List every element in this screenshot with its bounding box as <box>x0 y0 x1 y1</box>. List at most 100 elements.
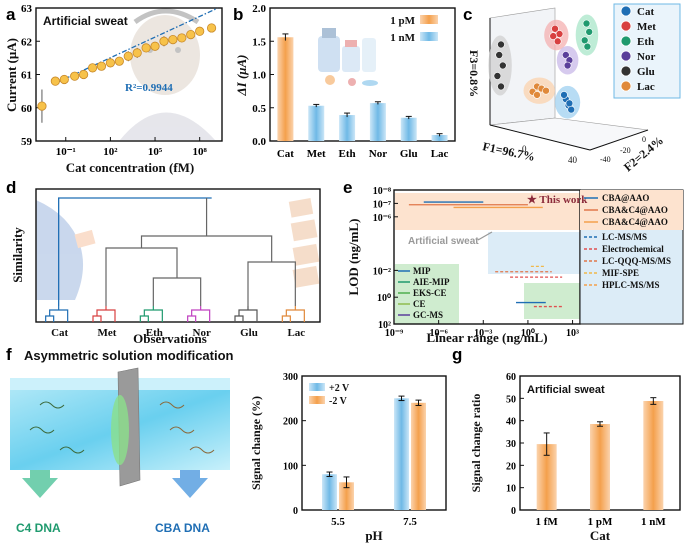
pca-point-nor <box>561 51 570 59</box>
panel-a-title: Artificial sweat <box>43 14 128 28</box>
panel-a-data-point <box>123 51 133 61</box>
panel-e-left-legend-box <box>395 264 459 324</box>
panel-d-ylabel: Similarity <box>10 227 25 283</box>
pca-point-eth <box>580 36 589 45</box>
panel-d-xtick-label: Cat <box>51 327 68 339</box>
patch-stack-illustration <box>288 198 320 288</box>
pca-point-cat <box>567 105 576 114</box>
panel-e-legend-left-label: MIP <box>413 266 431 276</box>
panel-c-xlabel: F1=96.7% <box>481 139 536 164</box>
pca-point-glu <box>497 40 505 49</box>
panel-a-data-point <box>206 23 217 33</box>
c4-dna-label: C4 DNA <box>16 521 61 535</box>
panel-f-chart: Asymmetric solution modification C4 DNA … <box>10 348 447 543</box>
dendro-branch-cat <box>58 197 212 306</box>
panel-c-xtick-0: 0 <box>522 144 527 154</box>
panel-g-ytick-label: 30 <box>506 439 516 450</box>
panel-g-xtick-label: 1 fM <box>536 516 559 528</box>
panel-label-d: d <box>6 178 16 197</box>
pca-point-glu <box>493 72 502 80</box>
artificial-sweat-arrow <box>477 231 493 241</box>
panel-a-xtick-label: 10⁸ <box>193 146 208 158</box>
panel-label-c: c <box>463 5 472 24</box>
panel-e-legend-left-label: EKS-CE <box>413 288 447 298</box>
panel-c-ztick-0: 0 <box>642 135 646 144</box>
panel-a-chart: 59 60 61 62 63 10⁻¹ 10² 10⁵ 10⁸ Artificial sweat… <box>4 3 223 175</box>
panel-a-fit-line <box>55 7 218 84</box>
panel-e-ytick-label: 10⁻⁸ <box>373 186 391 197</box>
panel-c-ylabel: F3=0.8% <box>467 50 481 97</box>
panel-g-ytick-label: 20 <box>506 461 516 472</box>
panel-e-ytick-label: 10⁰ <box>377 293 391 304</box>
panel-b-ytick-label: 1.5 <box>252 36 266 48</box>
panel-f-bar <box>322 474 337 510</box>
panel-f-ytick-label: 100 <box>283 461 298 472</box>
panel-a-data-point <box>132 48 142 58</box>
dendro-leaf-eth <box>139 306 163 322</box>
panel-a-ylabel: Current (μA) <box>4 38 19 112</box>
pca-cluster-ellipse-eth <box>575 14 599 56</box>
panel-b-ytick-label: 1.0 <box>252 70 266 82</box>
panel-a-ytick-label: 62 <box>21 36 33 48</box>
panel-g-ytick-label: 10 <box>506 484 516 495</box>
panel-a-data-point <box>150 41 160 51</box>
panel-g-ytick-label: 0 <box>511 506 516 517</box>
panel-g-bar <box>590 424 610 510</box>
panel-g-title: Artificial sweat <box>527 384 605 396</box>
panel-a-data-point <box>186 29 196 40</box>
panel-e-xtick-label: 10⁻³ <box>474 328 492 339</box>
panel-f-xtick-label: 5.5 <box>331 516 345 528</box>
panel-e-legend-right-label: Electrochemical <box>602 244 664 254</box>
panel-e-xtick-label: 10⁻⁶ <box>429 328 447 339</box>
panel-b-xtick-label: Nor <box>369 148 387 160</box>
panel-e-legend-left-label: GC-MS <box>413 310 443 320</box>
panel-a-r2-annotation: R²=0.9944 <box>125 82 173 94</box>
panel-f-bar <box>339 482 354 510</box>
panel-e-green-region <box>524 283 580 319</box>
panel-a-xtick-label: 10⁵ <box>148 146 163 158</box>
panel-b-ytick-label: 0.0 <box>252 136 266 148</box>
panel-a-data-point <box>195 26 205 36</box>
panel-g-ytick-label: 50 <box>506 394 516 405</box>
legend-label-plus2v: +2 V <box>329 383 350 394</box>
panel-b-ytick-label: 2.0 <box>252 3 266 15</box>
panel-a-data-point <box>105 58 116 68</box>
panel-c-ztick-n40: -40 <box>600 155 611 164</box>
legend-swatch-minus2v <box>309 396 325 404</box>
pca-legend-label-lac: Lac <box>637 81 655 93</box>
panel-a-data-point <box>96 61 107 71</box>
panel-e-legend-right-label: CBA&C4@AAO <box>602 217 668 227</box>
panel-g-ytick-label: 60 <box>506 372 516 383</box>
panel-e-ytick-label: 10² <box>378 320 391 331</box>
panel-a-data-point <box>37 101 47 111</box>
glove-hand-illustration <box>36 200 96 300</box>
panel-label-g: g <box>452 345 462 364</box>
pca-legend-label-met: Met <box>637 21 656 33</box>
panel-a-data-point <box>168 34 178 45</box>
panel-e-xtick-label: 10⁰ <box>521 328 535 339</box>
pca-legend-label-glu: Glu <box>637 66 655 78</box>
panel-b-xtick-label: Cat <box>277 148 294 160</box>
panel-g-xtick-label: 1 nM <box>641 516 666 528</box>
pca-point-lac <box>542 86 550 95</box>
dendro-leaf-cat <box>45 306 69 322</box>
panel-a-ytick-label: 59 <box>21 136 33 148</box>
panel-e-legend-right-label: LC-QQQ-MS/MS <box>602 256 671 266</box>
pca-point-nor <box>563 61 572 70</box>
legend-swatch-1nm <box>420 32 438 41</box>
dendro-branch-eth-nor <box>152 277 202 306</box>
panel-e-legend-right-label: CBA&C4@AAO <box>602 205 668 215</box>
panel-g-ylabel: Signal change ratio <box>469 394 483 493</box>
panel-e-xlabel: Linear range (ng/mL) <box>426 330 547 345</box>
panel-label-e: e <box>343 178 352 197</box>
panel-e-ytick-label: 10⁻⁶ <box>373 213 391 224</box>
pca-point-met <box>551 24 559 33</box>
panel-g-bar <box>536 444 557 510</box>
pca-point-eth <box>583 42 592 51</box>
panel-f-title: Asymmetric solution modification <box>24 348 234 363</box>
panel-e-this-work-region <box>395 193 580 230</box>
pca-point-glu <box>495 51 504 59</box>
panel-g-bar <box>643 401 664 510</box>
panel-a-ytick-label: 60 <box>21 103 33 115</box>
panel-a-data-point <box>177 33 187 43</box>
